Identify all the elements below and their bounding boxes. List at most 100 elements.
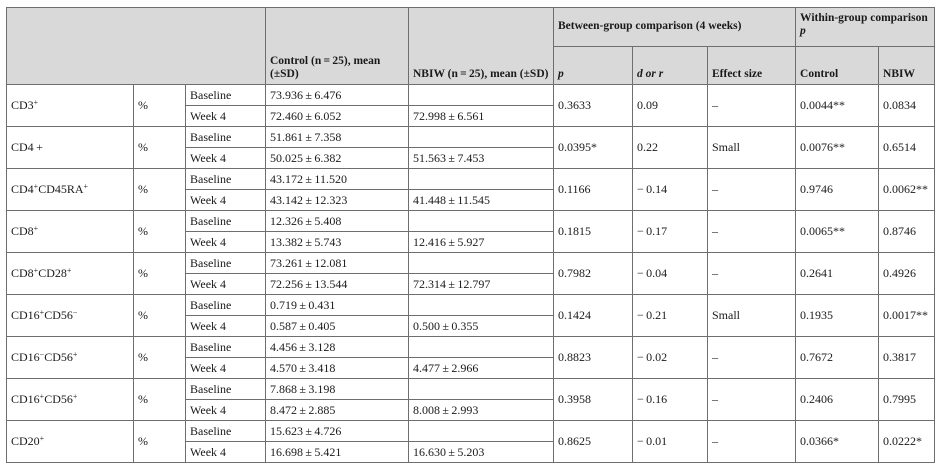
marker-sign: −: [39, 350, 45, 359]
header-control: Control (n = 25), mean (±SD): [265, 7, 409, 85]
header-within-group: Within-group comparison p: [795, 7, 936, 47]
header-r: r: [658, 68, 664, 80]
marker-name-2: CD45RA: [38, 182, 84, 196]
control-baseline-value: 15.623 ± 4.726: [265, 420, 409, 442]
header-within-nbiw: NBIW: [878, 46, 936, 85]
marker-sign: +: [33, 224, 39, 233]
marker-cell: CD16+CD56+: [6, 378, 134, 421]
marker-name-2: CD56: [44, 392, 73, 406]
d-or-r-value: 0.09: [632, 84, 708, 127]
nbiw-week4-value: 72.998 ± 6.561: [408, 105, 554, 127]
unit-cell: %: [133, 210, 186, 253]
timepoint-week4: Week 4: [185, 441, 266, 463]
timepoint-baseline: Baseline: [185, 378, 266, 400]
effect-size-value: –: [706, 336, 797, 379]
timepoint-week4: Week 4: [185, 231, 266, 253]
header-within-group-label: Within-group comparison: [800, 12, 928, 24]
nbiw-week4-value: 51.563 ± 7.453: [408, 147, 554, 169]
timepoint-baseline: Baseline: [185, 420, 266, 442]
header-within-p: p: [800, 25, 806, 37]
header-within-control: Control: [795, 46, 880, 85]
unit-cell: %: [133, 168, 186, 211]
nbiw-week4-value: 16.630 ± 5.203: [408, 441, 554, 463]
d-or-r-value: − 0.04: [632, 252, 708, 295]
within-control-p: 0.0076**: [795, 126, 880, 169]
timepoint-baseline: Baseline: [185, 336, 266, 358]
marker-name-2: CD56: [44, 350, 73, 364]
d-or-r-value: 0.22: [632, 126, 708, 169]
control-baseline-value: 51.861 ± 7.358: [265, 126, 409, 148]
effect-size-value: Small: [706, 294, 797, 337]
effect-size-value: –: [706, 210, 797, 253]
marker-sign: +: [33, 98, 39, 107]
marker-name: CD16: [11, 392, 40, 406]
timepoint-week4: Week 4: [185, 399, 266, 421]
control-baseline-value: 12.326 ± 5.408: [265, 210, 409, 232]
marker-sign: +: [33, 266, 39, 275]
within-nbiw-p: 0.3817: [878, 336, 936, 379]
marker-name: CD20: [11, 434, 40, 448]
unit-cell: %: [133, 252, 186, 295]
between-p-value: 0.3958: [553, 378, 633, 421]
table-row-week4: Week 4 8.472 ± 2.885 8.008 ± 2.993: [7, 399, 935, 421]
d-or-r-value: − 0.21: [632, 294, 708, 337]
between-p-value: 0.1815: [553, 210, 633, 253]
nbiw-baseline-value: [408, 252, 554, 274]
between-p-value: 0.8625: [553, 420, 633, 463]
table-row-baseline: CD16+CD56−% Baseline 0.719 ± 0.431 0.1424− …: [6, 294, 936, 337]
header-effect-size: Effect size: [706, 46, 797, 85]
table-row-week4: Week 4 4.570 ± 3.418 4.477 ± 2.966: [7, 357, 935, 379]
timepoint-baseline: Baseline: [185, 168, 266, 190]
nbiw-baseline-value: [408, 126, 554, 148]
header-d-or-r: d or r: [632, 46, 708, 85]
table-row-baseline: CD20+% Baseline 15.623 ± 4.726 0.8625− 0.01…: [6, 420, 936, 463]
marker-cell: CD16−CD56+: [6, 336, 134, 379]
within-control-p: 0.2641: [795, 252, 880, 295]
timepoint-baseline: Baseline: [185, 126, 266, 148]
within-control-p: 0.0366*: [795, 420, 880, 463]
nbiw-baseline-value: [408, 294, 554, 316]
marker-sign-2: −: [72, 308, 78, 317]
effect-size-value: –: [706, 252, 797, 295]
unit-cell: %: [133, 420, 186, 463]
marker-name: CD4 +: [11, 140, 43, 154]
nbiw-baseline-value: [408, 378, 554, 400]
timepoint-baseline: Baseline: [185, 84, 266, 106]
control-baseline-value: 0.719 ± 0.431: [265, 294, 409, 316]
control-week4-value: 50.025 ± 6.382: [265, 147, 409, 169]
header-d: d or: [637, 68, 656, 80]
within-control-p: 0.0065**: [795, 210, 880, 253]
unit-cell: %: [133, 294, 186, 337]
within-control-p: 0.0044**: [795, 84, 880, 127]
control-week4-value: 72.460 ± 6.052: [265, 105, 409, 127]
marker-cell: CD8+CD28+: [6, 252, 134, 295]
marker-name: CD8: [11, 224, 34, 238]
between-p-value: 0.3633: [553, 84, 633, 127]
within-nbiw-p: 0.4926: [878, 252, 936, 295]
marker-sign-2: +: [66, 266, 72, 275]
marker-cell: CD3+: [6, 84, 134, 127]
within-nbiw-p: 0.0222*: [878, 420, 936, 463]
d-or-r-value: − 0.17: [632, 210, 708, 253]
within-nbiw-p: 0.0834: [878, 84, 936, 127]
marker-sign: +: [39, 434, 45, 443]
marker-cell: CD4 +: [6, 126, 134, 169]
table-row-baseline: CD4+CD45RA+% Baseline 43.172 ± 11.520 0.116…: [6, 168, 936, 211]
timepoint-week4: Week 4: [185, 147, 266, 169]
marker-name: CD8: [11, 266, 34, 280]
timepoint-baseline: Baseline: [185, 210, 266, 232]
timepoint-week4: Week 4: [185, 189, 266, 211]
table-row-baseline: CD4 +% Baseline 51.861 ± 7.358 0.0395* 0.22 S…: [6, 126, 936, 169]
control-week4-value: 13.382 ± 5.743: [265, 231, 409, 253]
table-row-week4: Week 4 13.382 ± 5.743 12.416 ± 5.927: [7, 231, 935, 253]
control-week4-value: 0.587 ± 0.405: [265, 315, 409, 337]
nbiw-baseline-value: [408, 84, 554, 106]
table-row-week4: Week 4 50.025 ± 6.382 51.563 ± 7.453: [7, 147, 935, 169]
d-or-r-value: − 0.02: [632, 336, 708, 379]
marker-name: CD4: [11, 182, 34, 196]
unit-cell: %: [133, 378, 186, 421]
marker-cell: CD20+: [6, 420, 134, 463]
nbiw-week4-value: 72.314 ± 12.797: [408, 273, 554, 295]
table-body: CD3+% Baseline 73.936 ± 6.476 0.3633 0.09–0.…: [6, 84, 936, 463]
unit-cell: %: [133, 84, 186, 127]
